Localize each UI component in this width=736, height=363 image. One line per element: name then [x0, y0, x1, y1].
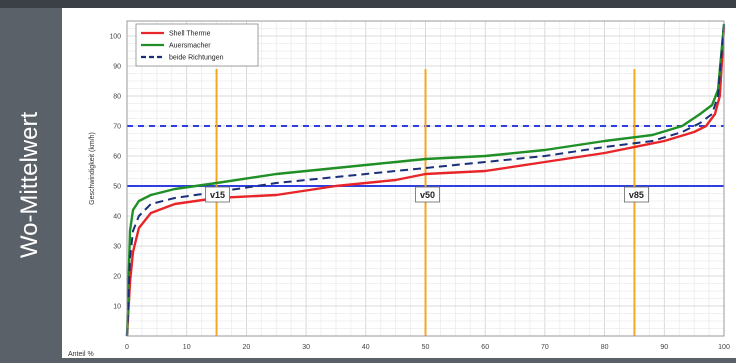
- y-tick-label: 90: [113, 64, 121, 71]
- reference-lines: [127, 69, 724, 336]
- y-tick-label: 50: [113, 184, 121, 191]
- series-line-3: [126, 23, 725, 337]
- x-tick-label: 20: [243, 344, 251, 351]
- x-tick-label: 80: [601, 344, 609, 351]
- x-axis-label: Anteil %: [68, 351, 94, 358]
- x-tick-label: 0: [125, 344, 129, 351]
- top-band: [0, 0, 736, 8]
- series-line-2: [125, 23, 726, 337]
- x-tick-label: 30: [302, 344, 310, 351]
- y-tick-label: 60: [113, 154, 121, 161]
- chart-panel: 0 10 20 30 40 50 60 70 80 90 100 10 20 30 40 50 60 70 80 90…: [62, 8, 736, 358]
- percentile-label-v15: v15: [210, 190, 225, 200]
- x-tick-label: 50: [422, 344, 430, 351]
- side-title-text: Wo-Mittelwert: [16, 111, 43, 259]
- y-tick-label: 10: [113, 304, 121, 311]
- chart-legend: Shell Therme Auersmacher beide Richtungen: [135, 23, 259, 67]
- y-axis-label: Geschwindigkeit (km/h): [89, 132, 96, 205]
- y-tick-label: 80: [113, 94, 121, 101]
- percentile-label-v85: v85: [629, 190, 644, 200]
- y-tick-label: 70: [113, 124, 121, 131]
- speed-distribution-chart: 0 10 20 30 40 50 60 70 80 90 100 10 20 30 40 50 60 70 80 90…: [68, 20, 730, 358]
- percentile-label-box: [415, 186, 440, 203]
- percentile-labels: v15 v50 v85: [205, 186, 649, 203]
- y-tick-label: 100: [109, 34, 121, 41]
- y-tick-label: 20: [113, 274, 121, 281]
- x-tick-label: 100: [718, 344, 730, 351]
- x-tick-label: 40: [362, 344, 370, 351]
- legend-label: Shell Therme: [169, 31, 211, 38]
- percentile-label-box: [624, 186, 649, 203]
- y-tick-label: 30: [113, 244, 121, 251]
- percentile-label-box: [205, 186, 230, 203]
- percentile-label-v50: v50: [420, 190, 435, 200]
- side-title: Wo-Mittelwert: [8, 60, 52, 310]
- x-tick-label: 70: [541, 344, 549, 351]
- legend-label: beide Richtungen: [169, 55, 224, 62]
- plot-frame: [126, 20, 725, 337]
- legend-label: Auersmacher: [169, 43, 211, 50]
- chart-axes: 0 10 20 30 40 50 60 70 80 90 100 10 20 30 40 50 60 70 80 90…: [68, 20, 730, 358]
- x-tick-label: 90: [660, 344, 668, 351]
- x-tick-label: 10: [183, 344, 191, 351]
- series-line-1: [125, 26, 726, 337]
- chart-series: [125, 23, 726, 337]
- y-tick-label: 40: [113, 214, 121, 221]
- x-tick-label: 60: [481, 344, 489, 351]
